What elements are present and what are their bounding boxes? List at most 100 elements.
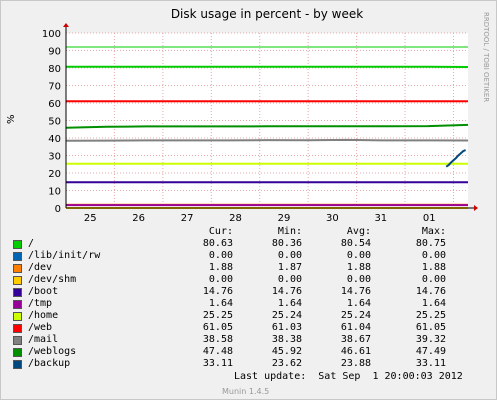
x-tick-label: 26 <box>132 213 145 224</box>
legend-swatch <box>13 240 22 249</box>
chart-title: Disk usage in percent - by week <box>171 7 363 21</box>
legend-value-avg: 25.24 <box>340 310 371 321</box>
legend-value-avg: 23.88 <box>340 358 371 369</box>
legend-name: /home <box>28 310 59 321</box>
legend-value-cur: 14.76 <box>202 286 233 297</box>
legend-name: / <box>28 238 35 249</box>
legend-value-cur: 80.63 <box>202 238 233 249</box>
x-tick-label: 31 <box>374 213 387 224</box>
legend-swatch <box>13 300 22 309</box>
legend-swatch <box>13 264 22 273</box>
x-tick-label: 28 <box>229 213 242 224</box>
legend-value-max: 47.49 <box>415 346 446 357</box>
legend-value-max: 33.11 <box>415 358 446 369</box>
legend-name: /lib/init/rw <box>28 250 101 261</box>
y-axis-arrow <box>63 23 69 27</box>
legend-value-min: 0.00 <box>277 250 302 261</box>
y-tick-label: 10 <box>48 187 61 198</box>
legend-value-min: 0.00 <box>277 274 302 285</box>
legend-value-avg: 80.54 <box>340 238 371 249</box>
legend-value-max: 1.64 <box>421 298 446 309</box>
x-tick-label: 01 <box>423 213 436 224</box>
y-tick-label: 30 <box>48 152 61 163</box>
side-label: RRDTOOL / TOBI OETIKER <box>482 12 490 102</box>
legend-value-max: 0.00 <box>421 250 446 261</box>
legend-value-min: 1.87 <box>277 262 302 273</box>
legend-value-cur: 47.48 <box>202 346 233 357</box>
legend-value-avg: 0.00 <box>346 250 371 261</box>
legend-value-avg: 61.04 <box>340 322 371 333</box>
x-axis-arrow <box>474 205 478 211</box>
y-tick-label: 0 <box>55 204 61 215</box>
legend-header: Max: <box>421 226 446 237</box>
legend-value-min: 14.76 <box>271 286 302 297</box>
legend-value-avg: 1.64 <box>346 298 371 309</box>
legend-value-cur: 25.25 <box>202 310 233 321</box>
y-axis-label: % <box>6 114 17 124</box>
legend-value-min: 80.36 <box>271 238 302 249</box>
legend-value-max: 0.00 <box>421 274 446 285</box>
legend-header: Avg: <box>346 226 371 237</box>
y-tick-label: 90 <box>48 47 61 58</box>
legend-swatch <box>13 252 22 261</box>
y-tick-label: 80 <box>48 64 61 75</box>
legend-swatch <box>13 312 22 321</box>
legend-value-max: 61.05 <box>415 322 446 333</box>
x-tick-label: 30 <box>326 213 339 224</box>
legend-value-min: 61.03 <box>271 322 302 333</box>
legend-value-cur: 61.05 <box>202 322 233 333</box>
legend-name: /weblogs <box>28 346 77 357</box>
legend-swatch <box>13 336 22 345</box>
legend-name: /dev/shm <box>28 274 77 285</box>
legend-value-avg: 46.61 <box>340 346 371 357</box>
x-tick-label: 25 <box>84 213 97 224</box>
legend-value-max: 25.25 <box>415 310 446 321</box>
legend-name: /dev <box>28 262 53 273</box>
legend-swatch <box>13 288 22 297</box>
legend-swatch <box>13 324 22 333</box>
legend-swatch <box>13 360 22 369</box>
series-line-mail <box>65 138 469 142</box>
legend-name: /tmp <box>28 298 53 309</box>
legend-value-max: 39.32 <box>415 334 446 345</box>
legend-value-min: 23.62 <box>271 358 302 369</box>
x-tick-label: 29 <box>278 213 291 224</box>
legend-value-cur: 1.88 <box>208 262 233 273</box>
legend-name: /mail <box>28 334 59 345</box>
legend-value-cur: 38.58 <box>202 334 233 345</box>
y-tick-label: 100 <box>42 29 61 40</box>
legend-value-cur: 33.11 <box>202 358 233 369</box>
footer-version: Munin 1.4.5 <box>222 387 270 396</box>
legend-value-min: 25.24 <box>271 310 302 321</box>
legend-value-max: 80.75 <box>415 238 446 249</box>
y-tick-label: 70 <box>48 82 61 93</box>
y-tick-label: 20 <box>48 169 61 180</box>
legend-swatch <box>13 276 22 285</box>
y-tick-label: 40 <box>48 134 61 145</box>
legend-value-avg: 0.00 <box>346 274 371 285</box>
legend-header: Min: <box>277 226 302 237</box>
x-tick-label: 27 <box>181 213 194 224</box>
legend-header: Cur: <box>208 226 233 237</box>
legend-value-avg: 38.67 <box>340 334 371 345</box>
legend-value-min: 1.64 <box>277 298 302 309</box>
legend-name: /backup <box>28 358 71 369</box>
legend-value-avg: 1.88 <box>346 262 371 273</box>
legend-value-min: 45.92 <box>271 346 302 357</box>
legend-value-cur: 0.00 <box>208 274 233 285</box>
y-tick-label: 60 <box>48 99 61 110</box>
series-line-weblogs <box>65 123 469 129</box>
y-tick-label: 50 <box>48 117 61 128</box>
legend-value-avg: 14.76 <box>340 286 371 297</box>
legend-value-cur: 0.00 <box>208 250 233 261</box>
legend-name: /boot <box>28 286 59 297</box>
legend-name: /web <box>28 322 53 333</box>
legend-value-cur: 1.64 <box>208 298 233 309</box>
last-update: Last update: Sat Sep 1 20:00:03 2012 <box>234 371 463 382</box>
legend-value-max: 1.88 <box>421 262 446 273</box>
series-line-backup <box>445 149 466 168</box>
legend-value-max: 14.76 <box>415 286 446 297</box>
legend-value-min: 38.38 <box>271 334 302 345</box>
legend-swatch <box>13 348 22 357</box>
